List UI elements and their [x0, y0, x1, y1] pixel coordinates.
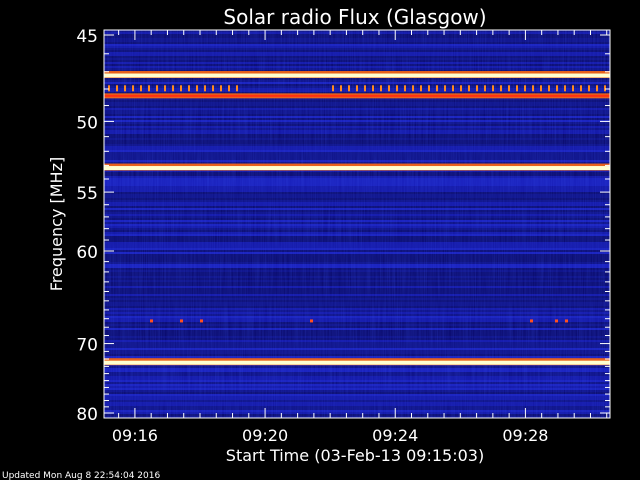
- interference-dot: [188, 85, 190, 92]
- axes: 45 50 55 60 70 80 09:16 09:20 09:24 09:28: [76, 27, 611, 445]
- y-axis-label: Frequency [MHz]: [47, 157, 66, 291]
- interference-dot: [396, 85, 398, 92]
- interference-dot: [548, 85, 550, 92]
- interference-dot: [364, 85, 366, 92]
- interference-dot: [508, 85, 510, 92]
- updated-timestamp: Updated Mon Aug 8 22:54:04 2016: [2, 471, 160, 480]
- x-tick-label: 09:24: [372, 426, 418, 445]
- bright-band: [104, 166, 610, 171]
- interference-dot: [604, 85, 606, 92]
- interference-dot: [148, 85, 150, 92]
- interference-dot: [372, 85, 374, 92]
- x-tick-label: 09:16: [112, 426, 158, 445]
- interference-dot: [180, 85, 182, 92]
- interference-dot: [404, 85, 406, 92]
- interference-dot: [116, 85, 118, 92]
- interference-dot: [310, 319, 313, 323]
- interference-dot: [572, 85, 574, 92]
- interference-dot: [156, 85, 158, 92]
- interference-dot: [348, 85, 350, 92]
- interference-dot: [228, 85, 230, 92]
- interference-dot: [150, 319, 153, 323]
- interference-dot: [492, 85, 494, 92]
- y-tick-label: 50: [76, 113, 98, 133]
- interference-dot: [220, 85, 222, 92]
- interference-dot: [236, 85, 238, 92]
- y-tick-label: 60: [76, 243, 98, 263]
- interference-dot: [420, 85, 422, 92]
- plot-frame: [103, 29, 611, 419]
- interference-dot: [412, 85, 414, 92]
- interference-dot: [180, 319, 183, 323]
- interference-dot: [340, 85, 342, 92]
- interference-dot: [140, 85, 142, 92]
- interference-dot: [532, 85, 534, 92]
- interference-dot: [555, 319, 558, 323]
- interference-dot: [468, 85, 470, 92]
- interference-dot: [164, 85, 166, 92]
- interference-dot: [530, 319, 533, 323]
- interference-dot: [196, 85, 198, 92]
- y-tick-label: 80: [76, 405, 98, 425]
- x-axis-label: Start Time (03-Feb-13 09:15:03): [226, 446, 484, 465]
- interference-dot: [356, 85, 358, 92]
- y-tick-label: 55: [76, 184, 98, 204]
- interference-dot: [452, 85, 454, 92]
- interference-dot: [596, 85, 598, 92]
- interference-dot: [476, 85, 478, 92]
- interference-dot: [332, 85, 334, 92]
- y-tick-label: 45: [76, 27, 98, 47]
- interference-dot: [556, 85, 558, 92]
- interference-dot: [172, 85, 174, 92]
- x-tick-label: 09:28: [502, 426, 548, 445]
- interference-dot: [108, 85, 110, 92]
- interference-dot: [388, 85, 390, 92]
- interference-dot: [444, 85, 446, 92]
- interference-dot: [540, 85, 542, 92]
- interference-dot: [524, 85, 526, 92]
- interference-dot: [565, 319, 568, 323]
- plot-area: [104, 30, 610, 418]
- interference-dot: [428, 85, 430, 92]
- interference-dot: [564, 85, 566, 92]
- interference-dot: [500, 85, 502, 92]
- interference-dot: [132, 85, 134, 92]
- interference-dot: [460, 85, 462, 92]
- interference-dot: [580, 85, 582, 92]
- y-tick-label: 70: [76, 336, 98, 356]
- interference-dot: [212, 85, 214, 92]
- interference-dot: [516, 85, 518, 92]
- x-tick-label: 09:20: [242, 426, 288, 445]
- interference-dot: [204, 85, 206, 92]
- bright-band: [104, 94, 610, 97]
- interference-dot: [436, 85, 438, 92]
- interference-dot: [588, 85, 590, 92]
- interference-dot: [124, 85, 126, 92]
- interference-dot: [200, 319, 203, 323]
- bright-band: [104, 360, 610, 365]
- interference-dot: [380, 85, 382, 92]
- interference-dot: [484, 85, 486, 92]
- bright-band: [104, 73, 610, 78]
- chart-title: Solar radio Flux (Glasgow): [223, 5, 486, 29]
